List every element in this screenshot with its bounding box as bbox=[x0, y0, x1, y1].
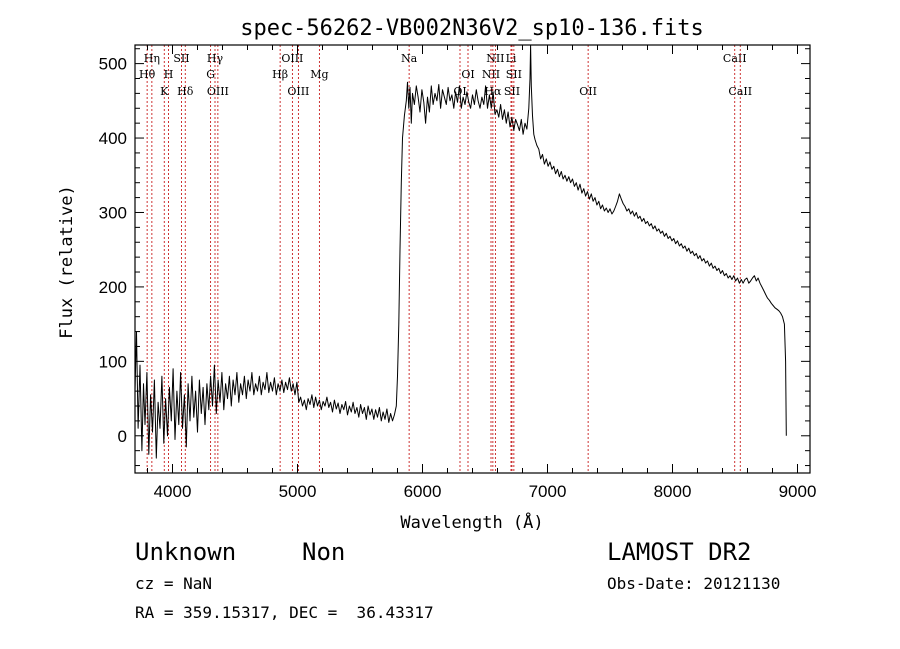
survey-name: LAMOST DR2 bbox=[607, 538, 752, 566]
line-marker-label: SII bbox=[506, 68, 522, 81]
x-tick-label: 5000 bbox=[279, 482, 317, 501]
y-tick-label: 500 bbox=[99, 55, 127, 74]
x-tick-label: 9000 bbox=[779, 482, 817, 501]
line-marker-label: Hγ bbox=[207, 52, 224, 65]
x-tick-label: 8000 bbox=[654, 482, 692, 501]
object-class: Unknown bbox=[135, 538, 237, 566]
y-tick-label: 200 bbox=[99, 278, 127, 297]
line-marker-label: Mg bbox=[310, 68, 328, 81]
series-layer bbox=[134, 44, 787, 459]
line-marker-label: SII bbox=[173, 52, 189, 65]
plot-frame bbox=[134, 44, 811, 474]
line-marker-label: H bbox=[164, 68, 174, 81]
line-marker-label: OIII bbox=[281, 52, 303, 65]
x-tick-label: 4000 bbox=[154, 482, 192, 501]
coordinates: RA = 359.15317, DEC = 36.43317 bbox=[135, 603, 434, 622]
line-marker-label: SII bbox=[504, 85, 520, 98]
line-marker-label: NII bbox=[482, 68, 500, 81]
observation-date: Obs-Date: 20121130 bbox=[607, 574, 781, 593]
line-marker-label: OIII bbox=[287, 85, 309, 98]
x-tick-label: 6000 bbox=[404, 482, 442, 501]
spectrum-line-0 bbox=[134, 44, 787, 459]
x-axis-label: Wavelength (Å) bbox=[400, 511, 543, 533]
line-marker-label: Li bbox=[506, 52, 517, 65]
line-marker-label: Hβ bbox=[272, 68, 288, 81]
y-axis-label: Flux (relative) bbox=[57, 185, 77, 339]
line-marker-label: OI bbox=[461, 68, 474, 81]
line-marker-label: G bbox=[206, 68, 215, 81]
line-marker-label: CaII bbox=[723, 52, 747, 65]
x-tick-label: 7000 bbox=[529, 482, 567, 501]
y-tick-label: 300 bbox=[99, 203, 127, 222]
line-marker-label: Hη bbox=[144, 52, 160, 65]
y-axis: 0 100 200 300 400 500 bbox=[99, 48, 810, 467]
line-marker-label: NII bbox=[486, 52, 504, 65]
redshift-cz: cz = NaN bbox=[135, 574, 213, 593]
x-axis: 4000 5000 6000 7000 8000 9000 bbox=[147, 45, 817, 501]
line-marker-label: OII bbox=[579, 85, 597, 98]
object-subclass: Non bbox=[302, 538, 346, 566]
line-marker-label: Hθ bbox=[139, 68, 156, 81]
y-tick-label: 100 bbox=[99, 352, 127, 371]
y-tick-label: 0 bbox=[118, 427, 127, 446]
line-marker-label: Hδ bbox=[177, 85, 194, 98]
y-tick-label: 400 bbox=[99, 129, 127, 148]
line-marker-label: Na bbox=[401, 52, 418, 65]
line-marker-label: OIII bbox=[207, 85, 229, 98]
line-marker-label: K bbox=[160, 85, 169, 98]
line-marker-label: CaII bbox=[728, 85, 752, 98]
chart-title: spec-56262-VB002N36V2_sp10-136.fits bbox=[240, 16, 704, 41]
